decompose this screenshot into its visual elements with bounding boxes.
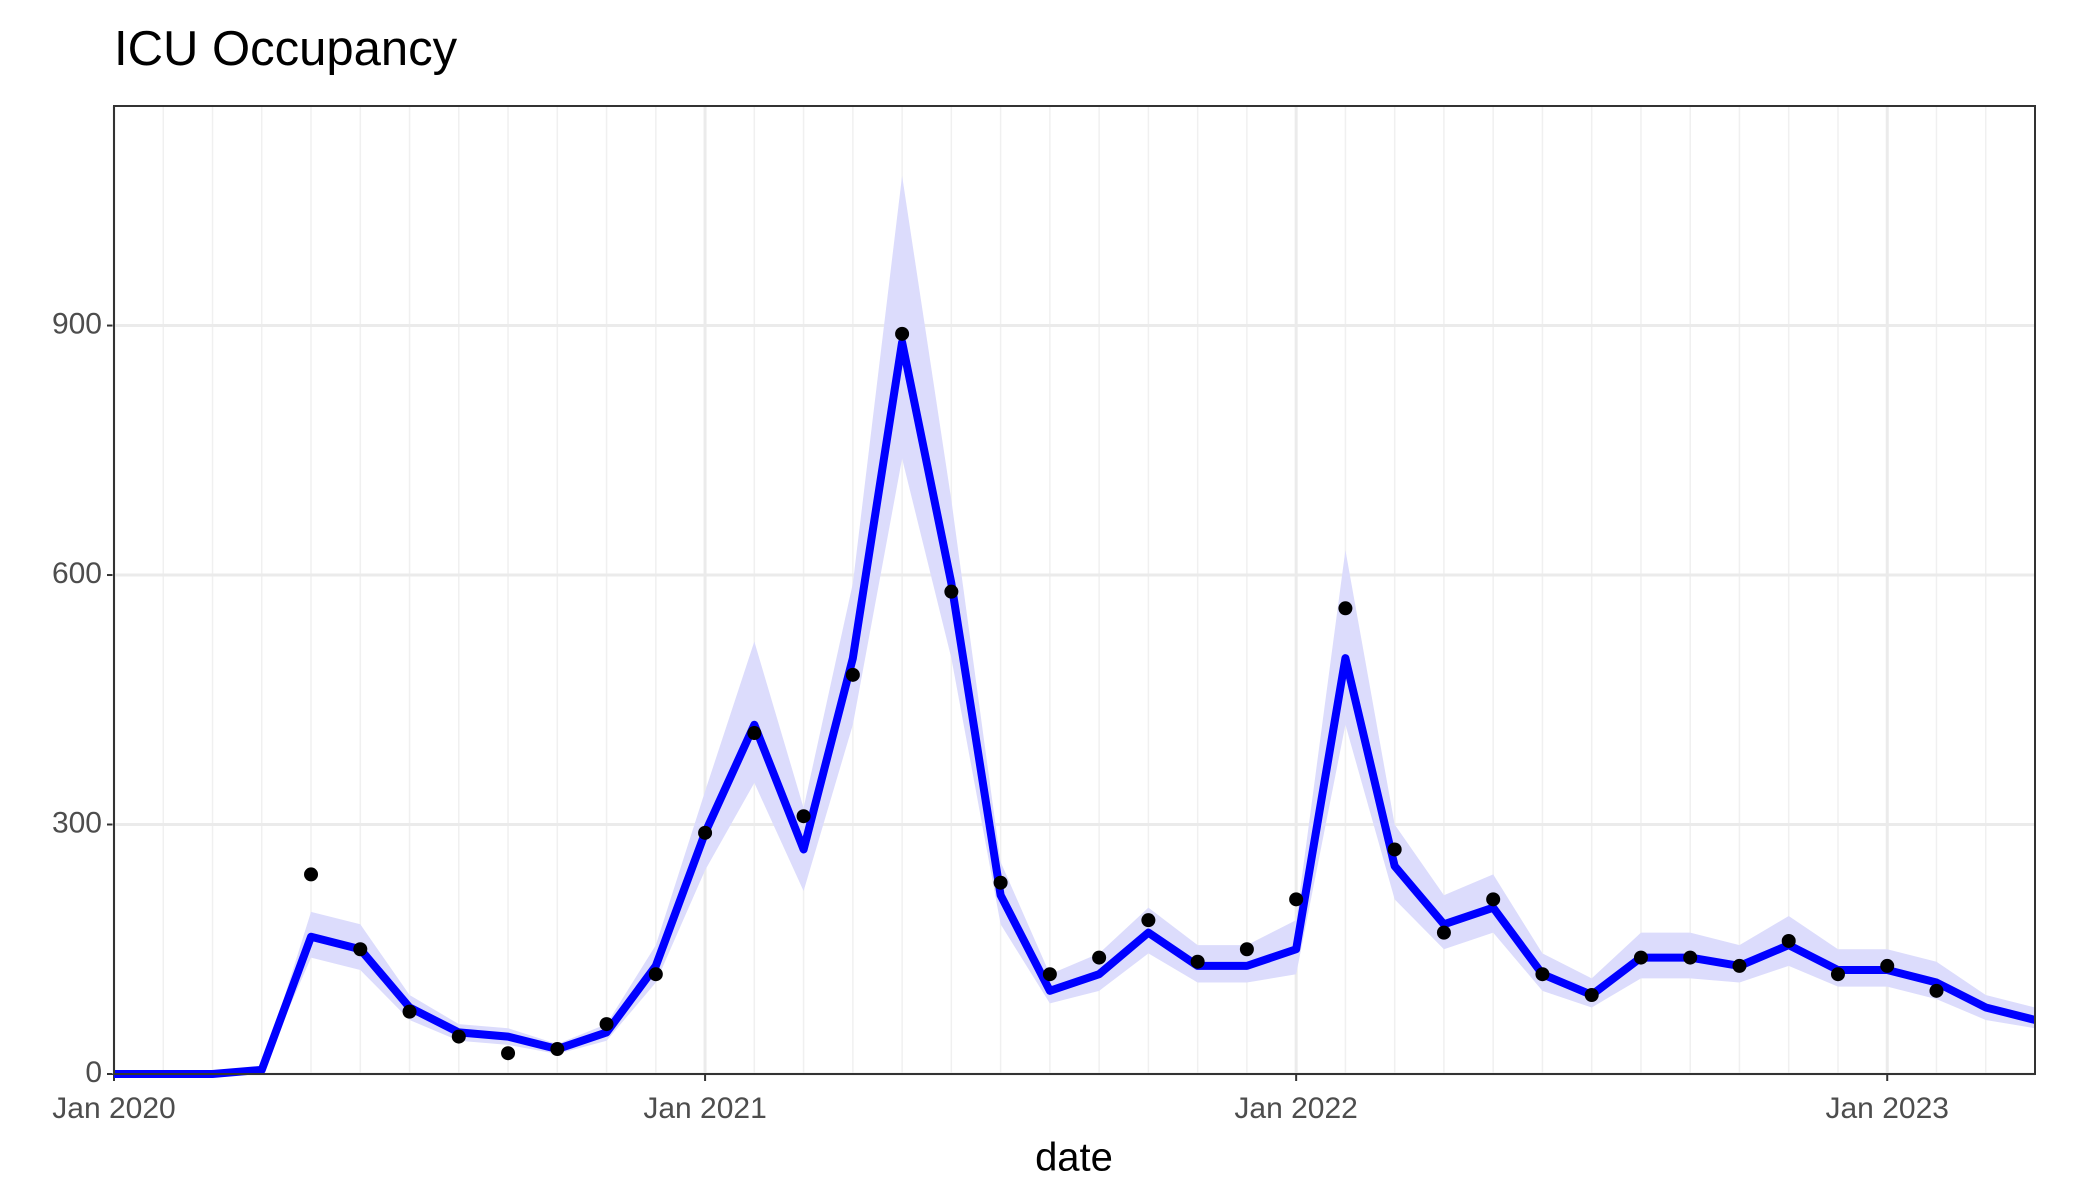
- x-axis-label: date: [1035, 1136, 1113, 1180]
- data-point: [845, 667, 860, 682]
- data-point: [1633, 950, 1648, 965]
- y-tick-label: 600: [52, 557, 102, 590]
- data-point: [1929, 983, 1944, 998]
- data-point: [1387, 842, 1402, 857]
- panel-border: [113, 105, 2036, 1075]
- data-point: [1289, 892, 1304, 907]
- model-line: [114, 338, 2036, 1078]
- data-point: [944, 584, 959, 599]
- data-point: [747, 726, 762, 741]
- data-point: [1486, 892, 1501, 907]
- y-tick-label: 0: [85, 1056, 102, 1089]
- data-point: [1584, 987, 1599, 1002]
- data-point: [599, 1017, 614, 1032]
- data-point: [304, 867, 319, 882]
- x-tick-label: Jan 2020: [52, 1092, 175, 1125]
- data-point: [550, 1042, 565, 1057]
- y-tick-label: 300: [52, 806, 102, 839]
- data-point: [1239, 942, 1254, 957]
- chart-title: ICU Occupancy: [114, 22, 458, 76]
- data-point: [1830, 967, 1845, 982]
- data-point: [451, 1029, 466, 1044]
- y-tick-label: 900: [52, 307, 102, 340]
- data-point: [402, 1004, 417, 1019]
- data-point: [1535, 967, 1550, 982]
- data-point: [1042, 967, 1057, 982]
- data-point: [895, 326, 910, 341]
- data-point: [353, 942, 368, 957]
- data-point: [993, 875, 1008, 890]
- data-point: [1190, 954, 1205, 969]
- data-point: [796, 809, 811, 824]
- data-point: [1436, 925, 1451, 940]
- data-point: [1141, 913, 1156, 928]
- data-point: [648, 967, 663, 982]
- data-point: [1092, 950, 1107, 965]
- data-point: [1338, 601, 1353, 616]
- x-tick-label: Jan 2021: [643, 1092, 766, 1125]
- data-point: [698, 825, 713, 840]
- data-point: [1683, 950, 1698, 965]
- confidence-band: [114, 175, 2035, 1075]
- x-tick-label: Jan 2023: [1826, 1092, 1949, 1125]
- data-point: [1781, 933, 1796, 948]
- data-point: [1880, 958, 1895, 973]
- x-tick-label: Jan 2022: [1234, 1092, 1357, 1125]
- data-point: [1732, 958, 1747, 973]
- data-point: [501, 1046, 516, 1061]
